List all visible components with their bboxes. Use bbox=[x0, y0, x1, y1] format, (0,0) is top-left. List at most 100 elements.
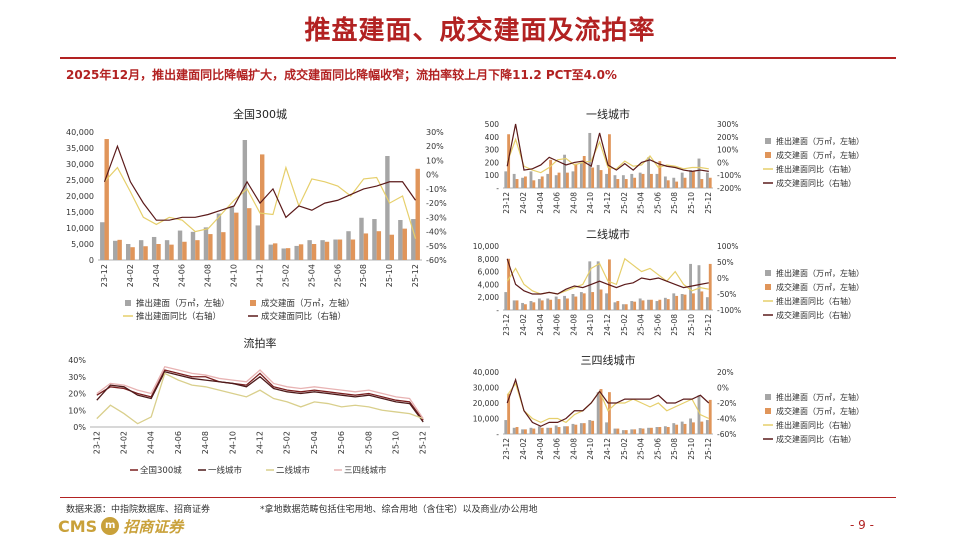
x-tick-label: 25-12 bbox=[419, 431, 428, 454]
legend-swatch bbox=[765, 152, 771, 158]
bar bbox=[512, 427, 516, 434]
y-tick-label: 40% bbox=[68, 356, 86, 365]
bar bbox=[571, 171, 575, 188]
bar bbox=[557, 427, 561, 434]
x-tick-label: 25-08 bbox=[364, 431, 373, 454]
bar bbox=[169, 244, 174, 260]
x-tick-label: 25-12 bbox=[704, 314, 713, 336]
y-left-tick-label: 500 bbox=[485, 120, 500, 129]
bar bbox=[546, 427, 550, 434]
y-left-tick-label: 200 bbox=[485, 158, 500, 167]
brand-logo: CMS m 招商证券 bbox=[58, 515, 183, 537]
bar bbox=[647, 157, 650, 188]
x-tick-label: 25-08 bbox=[670, 314, 679, 336]
y-left-tick-label: 400 bbox=[485, 133, 500, 142]
bar bbox=[689, 170, 692, 188]
series-line bbox=[506, 258, 709, 295]
bar bbox=[566, 426, 569, 434]
x-tick-label: 24-10 bbox=[228, 431, 237, 454]
bar bbox=[143, 246, 148, 260]
bar bbox=[655, 427, 659, 434]
x-tick-label: 24-06 bbox=[178, 264, 187, 287]
bar bbox=[658, 427, 662, 434]
legend-label: 成交建面同比（右轴） bbox=[776, 434, 856, 444]
bar bbox=[532, 302, 536, 310]
legend-label: 成交建面同比（右轴） bbox=[776, 310, 856, 320]
bar bbox=[675, 295, 679, 310]
x-tick-label: 23-12 bbox=[502, 314, 511, 336]
footer-divider bbox=[60, 497, 896, 498]
series-line bbox=[103, 144, 417, 221]
bar bbox=[337, 239, 343, 260]
bar bbox=[549, 299, 553, 310]
footnote: *拿地数据范畴包括住宅用地、综合用地（含住宅）以及商业/办公用地 bbox=[260, 505, 538, 515]
bar bbox=[529, 171, 533, 188]
bar bbox=[613, 428, 617, 434]
bar bbox=[524, 304, 527, 310]
bar bbox=[658, 299, 662, 310]
x-tick-label: 24-12 bbox=[256, 264, 265, 287]
bar bbox=[647, 299, 650, 310]
bar bbox=[125, 244, 131, 260]
bar bbox=[385, 156, 390, 260]
bar bbox=[247, 208, 252, 260]
legend-label: 成交建面（万㎡，左轴） bbox=[776, 406, 864, 416]
x-tick-label: 25-10 bbox=[385, 264, 394, 287]
x-tick-label: 24-08 bbox=[569, 438, 578, 460]
bar bbox=[683, 294, 687, 310]
bar bbox=[672, 293, 676, 310]
x-tick-label: 25-06 bbox=[333, 264, 342, 287]
bar bbox=[692, 171, 695, 188]
legend-swatch bbox=[765, 138, 771, 144]
chart-title: 三四线城市 bbox=[581, 353, 636, 367]
bar bbox=[582, 423, 586, 434]
y-left-tick-label: - bbox=[496, 184, 499, 193]
bar bbox=[591, 292, 595, 310]
legend-label: 成交建面（万㎡，左轴） bbox=[776, 282, 864, 292]
y-right-tick-label: 0% bbox=[717, 274, 729, 283]
bar bbox=[650, 173, 653, 188]
bar bbox=[398, 220, 403, 260]
y-right-tick-label: -60% bbox=[717, 430, 736, 439]
bar bbox=[672, 423, 676, 434]
bar bbox=[582, 156, 586, 188]
legend-label: 推出建面（万㎡，左轴） bbox=[776, 392, 864, 402]
bar bbox=[621, 304, 625, 310]
bar bbox=[630, 429, 634, 434]
bar bbox=[608, 134, 611, 188]
x-tick-label: 24-12 bbox=[603, 438, 612, 460]
y-right-tick-label: -30% bbox=[426, 213, 447, 222]
y-tick-label: 30% bbox=[68, 373, 86, 382]
x-tick-label: 25-06 bbox=[653, 314, 662, 336]
x-tick-label: 25-10 bbox=[392, 431, 401, 454]
legend-label: 推出建面（万㎡，左轴） bbox=[136, 298, 230, 309]
bar bbox=[216, 213, 222, 260]
bar bbox=[521, 429, 524, 434]
legend-label: 成交建面（万㎡，左轴） bbox=[261, 298, 355, 309]
bar bbox=[234, 212, 239, 260]
y-left-tick-label: - bbox=[496, 306, 499, 315]
x-tick-label: 24-08 bbox=[204, 264, 213, 287]
logo-badge-icon: m bbox=[101, 517, 120, 535]
bar bbox=[415, 168, 420, 260]
bar bbox=[549, 159, 553, 188]
bar bbox=[402, 228, 407, 260]
y-right-tick-label: 100% bbox=[717, 146, 738, 155]
series-line bbox=[506, 123, 709, 172]
x-tick-label: 25-02 bbox=[281, 264, 290, 287]
x-tick-label: 23-12 bbox=[502, 192, 511, 214]
bar bbox=[624, 430, 628, 434]
series-line bbox=[506, 382, 710, 424]
bar bbox=[333, 239, 338, 260]
bar bbox=[663, 297, 667, 310]
bar bbox=[507, 258, 511, 310]
bar bbox=[705, 420, 709, 434]
y-left-tick-label: 30,000 bbox=[473, 384, 499, 393]
bar bbox=[605, 293, 608, 310]
bar bbox=[700, 421, 704, 434]
y-left-tick-label: 15,000 bbox=[66, 208, 94, 217]
bar bbox=[311, 244, 317, 260]
bar bbox=[689, 263, 692, 310]
bar bbox=[515, 179, 519, 188]
bar bbox=[376, 231, 382, 260]
